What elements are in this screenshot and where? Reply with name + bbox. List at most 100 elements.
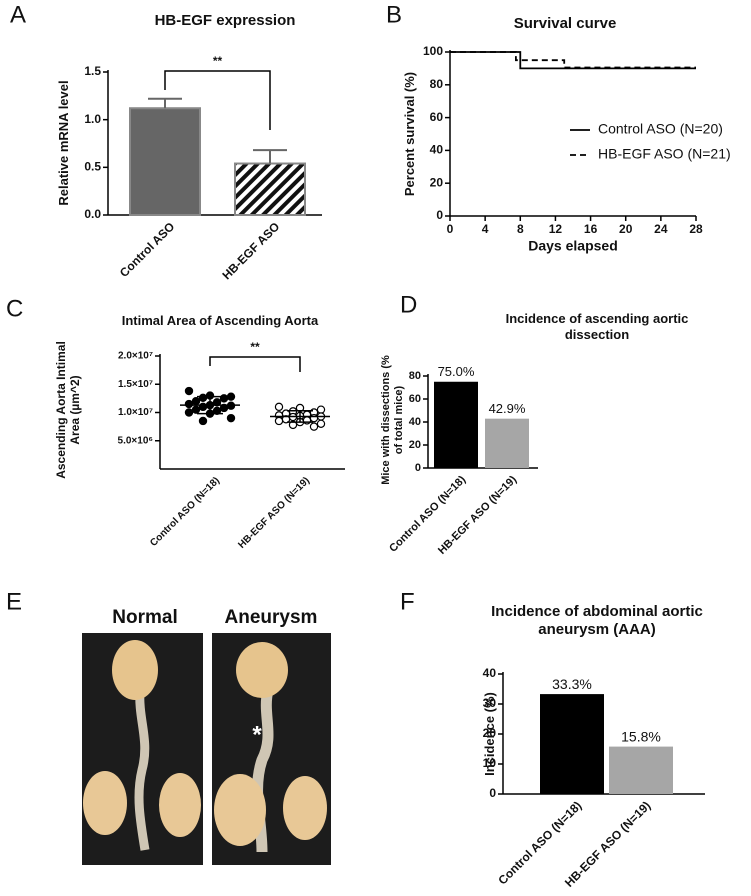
- kidney: [83, 771, 127, 835]
- bar: [234, 162, 306, 217]
- y-tick-label: 5.0×10⁶: [118, 435, 153, 446]
- panel-letter: D: [400, 291, 417, 318]
- y-axis-label: Percent survival (%): [402, 71, 418, 197]
- photo-panel: Normal Aneurysm *: [82, 607, 331, 865]
- y-axis-label: Mice with dissections (% of total mice): [379, 355, 405, 485]
- kidney: [159, 773, 201, 837]
- y-tick-label: 40: [483, 666, 497, 680]
- data-point: [274, 402, 284, 412]
- data-point: [316, 405, 326, 414]
- significance-bracket: [164, 70, 271, 130]
- x-tick-label: 24: [654, 222, 668, 236]
- y-tick-label: 80: [430, 77, 444, 91]
- y-axis-label: Ascending Aorta Intimal Area (µm^2): [53, 341, 82, 479]
- y-tick-label: 40: [409, 416, 421, 428]
- chart-title: Incidence of abdominal aortic aneurysm (…: [491, 603, 703, 638]
- legend-label: HB-EGF ASO (N=21): [598, 146, 731, 162]
- chart-title: Incidence of ascending aortic dissection: [505, 311, 689, 342]
- y-tick-label: 0: [489, 786, 496, 800]
- y-tick-label: 0: [436, 208, 443, 222]
- data-point: [309, 422, 319, 431]
- y-tick-label: 2.0×10⁷: [118, 351, 153, 362]
- kidney: [283, 776, 327, 840]
- data-point: [191, 397, 201, 406]
- panel-letters: A B C D E F: [6, 1, 417, 615]
- value-label: 75.0%: [438, 364, 475, 379]
- chart-title: Survival curve: [513, 15, 617, 32]
- y-tick-label: 20: [409, 439, 421, 451]
- data-point: [212, 406, 222, 416]
- data-point: [184, 386, 194, 396]
- y-tick-label: 40: [430, 143, 444, 157]
- y-tick-label: 10: [483, 756, 497, 770]
- y-axis-label: Incidence (%): [482, 692, 498, 776]
- chart-title: Intimal Area of Ascending Aorta: [121, 313, 319, 328]
- photo-label: Normal: [112, 607, 177, 628]
- data-point: [212, 398, 222, 407]
- x-tick-label: Control ASO: [117, 219, 178, 280]
- x-tick-label: 20: [619, 222, 633, 236]
- x-tick-label: 4: [482, 222, 489, 236]
- legend-label: Control ASO (N=20): [598, 121, 723, 137]
- data-point: [219, 403, 229, 413]
- data-point: [198, 393, 208, 403]
- data-point: [309, 413, 319, 423]
- bar: [609, 746, 673, 794]
- y-tick-label: 0.5: [84, 160, 101, 174]
- bar: [129, 107, 201, 216]
- bar: [485, 418, 529, 468]
- heart: [112, 640, 158, 700]
- survival-line: [450, 51, 696, 69]
- x-tick-label: Control ASO (N=18): [148, 475, 222, 549]
- survival-line: [450, 51, 696, 70]
- data-point: [191, 405, 201, 414]
- x-tick-label: 0: [447, 222, 454, 236]
- y-tick-label: 20: [483, 726, 497, 740]
- bar: [540, 694, 604, 794]
- aorta: [134, 689, 150, 851]
- panel-letter: E: [6, 588, 22, 615]
- significance-label: **: [250, 340, 260, 354]
- y-tick-label: 1.5×10⁷: [118, 379, 153, 390]
- kidney: [214, 774, 266, 846]
- data-point: [198, 402, 208, 412]
- heart: [236, 642, 288, 698]
- panel-letter: A: [10, 1, 26, 28]
- data-point: [226, 413, 236, 423]
- aneurysm-marker: *: [252, 721, 262, 748]
- panel-letter: F: [400, 588, 415, 615]
- significance-bracket: [209, 356, 301, 372]
- panel-letter: C: [6, 295, 23, 322]
- data-point: [226, 392, 236, 401]
- x-tick-label: HB-EGF ASO: [220, 219, 283, 282]
- x-tick-label: 8: [517, 222, 524, 236]
- x-tick-label: 28: [689, 222, 703, 236]
- y-tick-label: 20: [430, 175, 444, 189]
- data-point: [302, 416, 312, 425]
- data-point: [316, 419, 326, 428]
- y-tick-label: 1.0×10⁷: [118, 407, 153, 418]
- photo-label: Aneurysm: [225, 607, 318, 628]
- value-label: 15.8%: [621, 728, 661, 744]
- y-axis-label: Relative mRNA level: [56, 80, 72, 206]
- value-label: 42.9%: [489, 401, 526, 416]
- y-tick-label: 100: [423, 44, 443, 58]
- panel-letter: B: [386, 1, 402, 28]
- significance-label: **: [213, 54, 223, 68]
- data-point: [184, 399, 194, 409]
- bar: [434, 381, 478, 468]
- chart-title: HB-EGF expression: [154, 12, 296, 29]
- data-point: [184, 408, 194, 417]
- data-point: [274, 416, 284, 426]
- y-tick-label: 1.0: [84, 112, 101, 126]
- y-tick-label: 60: [409, 393, 421, 405]
- x-tick-label: HB-EGF ASO (N=19): [236, 475, 312, 551]
- data-point: [198, 416, 208, 426]
- data-point: [219, 394, 229, 403]
- value-label: 33.3%: [552, 676, 592, 692]
- x-tick-label: 12: [549, 222, 563, 236]
- y-tick-label: 1.5: [84, 64, 101, 78]
- y-tick-label: 60: [430, 110, 444, 124]
